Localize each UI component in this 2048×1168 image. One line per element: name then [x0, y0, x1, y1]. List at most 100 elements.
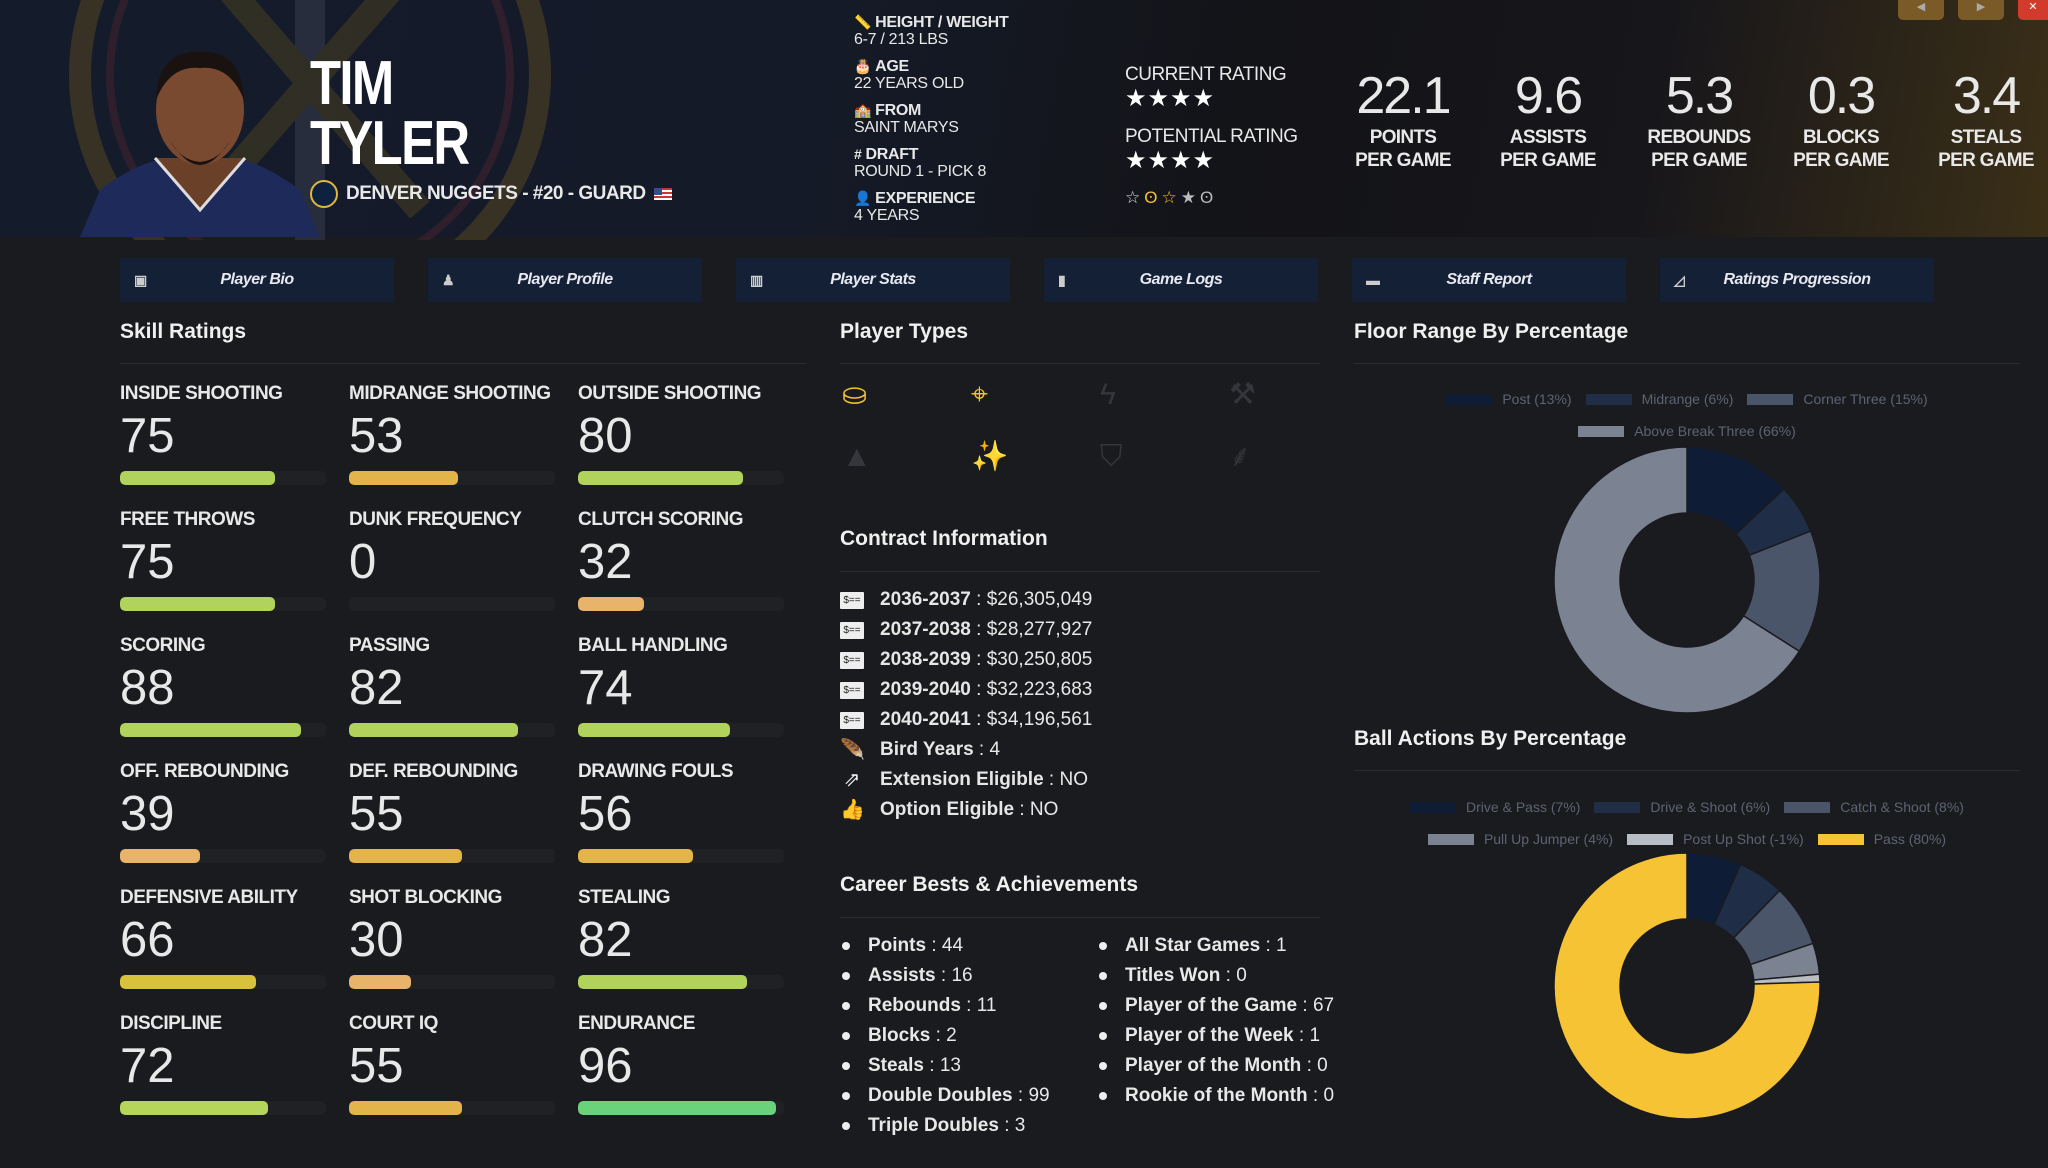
tab-player-bio[interactable]: ▣ Player Bio — [120, 258, 394, 302]
achievement-item: Blocks : 2 — [842, 1021, 1050, 1051]
current-rating-stars: ★★★★ — [1125, 85, 1216, 112]
achievement-item: Triple Doubles : 3 — [842, 1111, 1050, 1141]
donut-slice-pass[interactable] — [1553, 852, 1821, 1120]
ratings: CURRENT RATING ★★★★ POTENTIAL RATING ★★★… — [1125, 64, 1298, 208]
medal-gold-icon: ʘ — [1144, 188, 1162, 207]
stat-value: 5.3 — [1665, 67, 1734, 125]
medal-silver-icon: ʘ — [1199, 188, 1218, 207]
player-photo — [80, 51, 320, 237]
paint-bucket-icon: ⛀ — [842, 378, 868, 411]
donut-slice-above-break-three[interactable] — [1553, 446, 1801, 714]
contract-year-row: $== 2039-2040 : $32,223,683 — [840, 675, 1092, 705]
hashtag-icon: # — [854, 146, 862, 162]
skill-label: OFF. REBOUNDING — [120, 761, 289, 782]
legend-item[interactable]: Catch & Shoot (8%) — [1784, 799, 1964, 815]
skill-shot-blocking: SHOT BLOCKING 30 — [349, 887, 578, 1013]
skill-off-rebounding: OFF. REBOUNDING 39 — [120, 761, 349, 887]
skill-bar — [578, 597, 784, 611]
achievement-text: Player of the Week : 1 — [1125, 1025, 1321, 1046]
skill-def-rebounding: DEF. REBOUNDING 55 — [349, 761, 578, 887]
school-icon: 🏫 — [854, 102, 872, 118]
legend-swatch — [1747, 393, 1794, 405]
legend-item[interactable]: Midrange (6%) — [1585, 391, 1733, 407]
skill-dunk-frequency: DUNK FREQUENCY 0 — [349, 509, 578, 635]
close-button[interactable]: ✕ — [2018, 0, 2048, 20]
money-check-icon: $== — [840, 711, 864, 729]
contract-detail-text: Extension Eligible : NO — [880, 769, 1088, 790]
achievement-label: Player of the Month — [1125, 1055, 1302, 1076]
achievement-text: Titles Won : 0 — [1125, 965, 1247, 986]
skill-value: 53 — [349, 409, 404, 463]
legend-item[interactable]: Pull Up Jumper (4%) — [1427, 831, 1613, 847]
stat-label: STEALS — [1950, 127, 2022, 148]
legend-item[interactable]: Corner Three (15%) — [1747, 391, 1928, 407]
achievement-value: 1 — [1276, 935, 1287, 956]
achievement-text: Triple Doubles : 3 — [868, 1115, 1026, 1136]
achievement-label: Triple Doubles — [868, 1115, 999, 1136]
legend-item[interactable]: Post Up Shot (-1%) — [1627, 831, 1804, 847]
info-item: 👤 EXPERIENCE 4 YEARS — [854, 190, 1008, 234]
legend-item[interactable]: Pass (80%) — [1817, 831, 1946, 847]
line-chart-icon: ◿ — [1674, 271, 1685, 288]
bolt-icon: ϟ — [1100, 378, 1116, 411]
skill-label: BALL HANDLING — [578, 635, 728, 656]
skill-bar-fill — [349, 1101, 463, 1115]
legend-label: Drive & Shoot (6%) — [1650, 799, 1771, 815]
skill-bar-fill — [349, 723, 518, 737]
star-silver-icon: ★ — [1180, 188, 1200, 207]
contract-list: $== 2036-2037 : $26,305,049 $== 2037-2038 :… — [840, 585, 1092, 825]
skill-bar-fill — [578, 471, 743, 485]
broom-icon: ⸙ — [1229, 440, 1252, 473]
info-value: ROUND 1 - PICK 8 — [854, 163, 987, 180]
legend-item[interactable]: Drive & Shoot (6%) — [1594, 799, 1770, 815]
info-value: 6-7 / 213 LBS — [854, 31, 948, 48]
info-item: 📏 HEIGHT / WEIGHT 6-7 / 213 LBS — [854, 14, 1009, 58]
tab-player-profile[interactable]: ♟ Player Profile — [428, 258, 702, 302]
info-item: 🏫 FROM SAINT MARYS — [854, 102, 1008, 146]
prev-player-button[interactable]: ◀ — [1898, 0, 1944, 20]
achievement-text: Player of the Game : 67 — [1125, 995, 1335, 1016]
money-check-icon: $== — [840, 651, 864, 669]
skill-bar — [349, 1101, 555, 1115]
contract-season: 2038-2039 — [880, 649, 971, 670]
skill-value: 88 — [120, 661, 175, 715]
legend-swatch — [1627, 833, 1674, 845]
achievement-text: Double Doubles : 99 — [868, 1085, 1050, 1106]
achievement-value: 67 — [1312, 995, 1335, 1016]
skill-label: DUNK FREQUENCY — [349, 509, 522, 530]
achievement-label: All Star Games — [1125, 935, 1261, 956]
tab-ratings-progression[interactable]: ◿ Ratings Progression — [1660, 258, 1934, 302]
legend-item[interactable]: Post (13%) — [1446, 391, 1572, 407]
contract-season: 2040-2041 — [880, 709, 971, 730]
tab-player-stats[interactable]: ▥ Player Stats — [736, 258, 1010, 302]
legend-label: Corner Three (15%) — [1803, 391, 1928, 407]
skill-defensive-ability: DEFENSIVE ABILITY 66 — [120, 887, 349, 1013]
contract-detail-row: 👍 Option Eligible : NO — [840, 795, 1092, 825]
legend-item[interactable]: Above Break Three (66%) — [1578, 423, 1796, 439]
money-check-icon: $== — [840, 681, 864, 699]
skill-label: ENDURANCE — [578, 1013, 695, 1034]
achievement-label: Rookie of the Month — [1125, 1085, 1308, 1106]
achievement-item: Rebounds : 11 — [842, 991, 1050, 1021]
next-player-button[interactable]: ▶ — [1958, 0, 2004, 20]
info-value: SAINT MARYS — [854, 119, 959, 136]
achievement-item: Assists : 16 — [842, 961, 1050, 991]
skill-value: 82 — [349, 661, 404, 715]
tab-staff-report[interactable]: ▬ Staff Report — [1352, 258, 1626, 302]
team-position: DENVER NUGGETS - #20 - GUARD — [346, 183, 646, 204]
stat-label-sub: PER GAME — [1938, 150, 2034, 171]
achievement-item: Points : 44 — [842, 931, 1050, 961]
achievement-label: Double Doubles — [868, 1085, 1013, 1106]
info-value: 4 YEARS — [854, 207, 920, 224]
tab-label: Player Stats — [830, 271, 916, 288]
player-first-name: TIM — [310, 49, 394, 118]
shield-icon: ⛉ — [1100, 440, 1123, 473]
legend-swatch — [1817, 833, 1864, 845]
paint-roller-icon: ⚒ — [1229, 378, 1256, 411]
skill-label: DEF. REBOUNDING — [349, 761, 518, 782]
legend-item[interactable]: Drive & Pass (7%) — [1410, 799, 1580, 815]
skill-scoring: SCORING 88 — [120, 635, 349, 761]
tab-game-logs[interactable]: ▮ Game Logs — [1044, 258, 1318, 302]
ball-actions-donut — [1553, 852, 1821, 1120]
skill-value: 82 — [578, 913, 633, 967]
